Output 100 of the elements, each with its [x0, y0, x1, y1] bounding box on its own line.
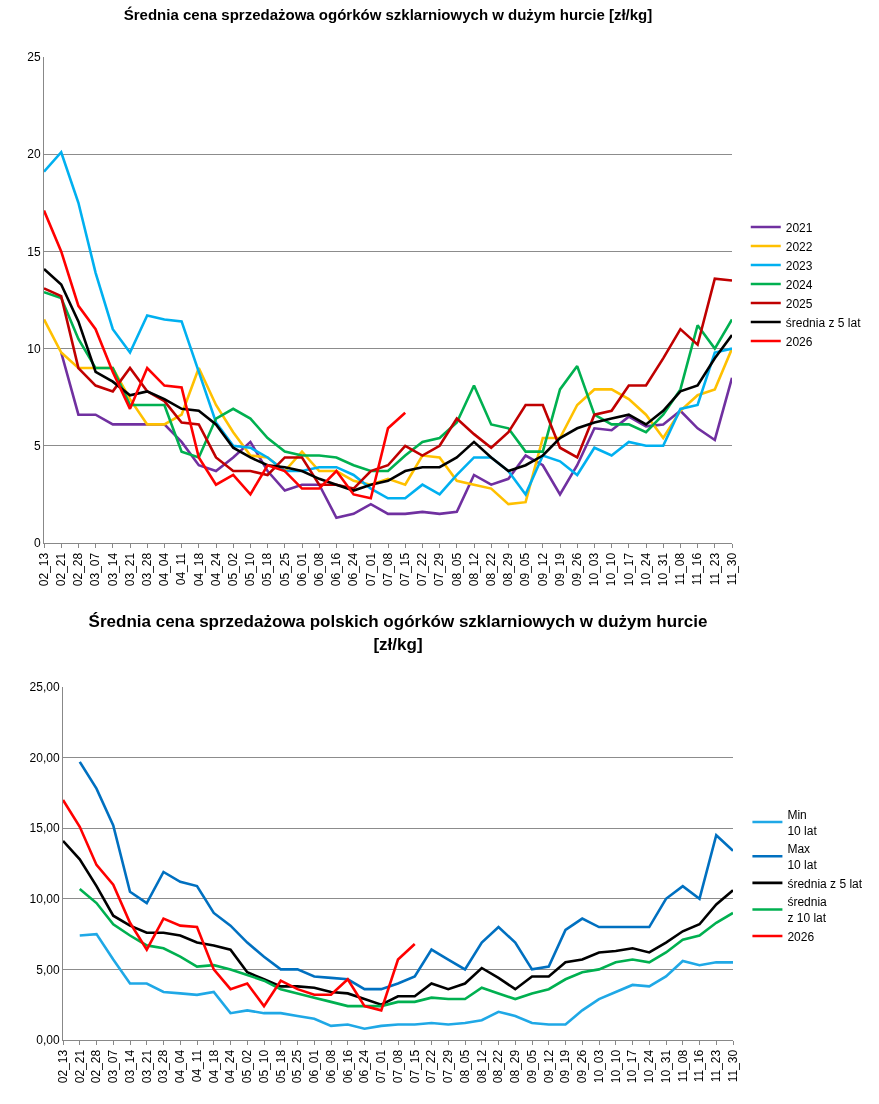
x-tick-label: 11_08	[673, 552, 688, 586]
x-tick-label: 02_13	[55, 1049, 70, 1084]
x-tick-label: 06_01	[294, 552, 309, 587]
x-tick-label: 03_21	[139, 1049, 154, 1084]
x-tick-label: 04_18	[206, 1049, 221, 1084]
x-tick-label: 11_30	[725, 1049, 740, 1083]
line-series	[78, 887, 733, 1008]
x-tick-label: 09_12	[535, 552, 550, 587]
y-tick-label: 5,00	[36, 962, 60, 977]
x-tick-label: 08_12	[474, 1049, 489, 1084]
x-tick-label: 09_26	[575, 1049, 590, 1084]
x-tick-label: 10_31	[656, 552, 671, 587]
x-tick-label: 08_12	[466, 552, 481, 587]
x-tick-label: 11_23	[707, 552, 722, 586]
legend-label: średnia z 10 lat	[787, 895, 828, 925]
x-tick-label: 06_24	[357, 1049, 372, 1084]
x-tick-label: 03_14	[105, 552, 120, 587]
x-tick-label: 07_29	[441, 1049, 456, 1084]
x-tick-label: 10_03	[587, 552, 602, 587]
x-tick-label: 05_18	[273, 1049, 288, 1084]
x-tick-label: 06_08	[312, 552, 327, 587]
line-series	[78, 760, 733, 991]
legend-label: 2025	[785, 296, 813, 311]
x-tick-label: 07_22	[415, 552, 430, 587]
x-tick-label: 03_14	[122, 1049, 137, 1084]
y-tick-label: 25,00	[29, 680, 60, 695]
y-tick-label: 0,00	[36, 1033, 60, 1048]
x-tick-label: 04_11	[189, 1049, 204, 1083]
y-tick-label: 5	[33, 439, 41, 453]
line-series	[44, 209, 407, 500]
x-tick-label: 05_10	[243, 552, 258, 587]
x-tick-label: 10_10	[608, 1049, 623, 1084]
y-tick-label: 20	[27, 147, 41, 162]
x-tick-label: 10_17	[625, 1049, 640, 1084]
x-tick-label: 08_29	[508, 1049, 523, 1084]
x-tick-label: 10_24	[638, 552, 653, 587]
line-series	[44, 150, 732, 500]
x-tick-label: 07_08	[390, 1049, 405, 1084]
x-tick-label: 11_08	[675, 1049, 690, 1083]
x-tick-label: 03_07	[106, 1049, 121, 1084]
x-tick-label: 10_31	[658, 1049, 673, 1084]
x-tick-label: 07_08	[380, 552, 395, 587]
x-tick-label: 05_02	[240, 1049, 255, 1084]
legend-label: 2024	[785, 277, 813, 292]
x-tick-label: 07_01	[374, 1049, 389, 1084]
x-tick-label: 07_01	[363, 552, 378, 587]
x-tick-label: 10_24	[642, 1049, 657, 1084]
x-tick-label: 06_16	[340, 1049, 355, 1084]
x-tick-label: 05_02	[226, 552, 241, 587]
x-tick-label: 07_22	[424, 1049, 439, 1084]
x-tick-label: 08_22	[484, 552, 499, 587]
x-tick-label: 09_19	[552, 552, 567, 587]
x-tick-label: 10_10	[604, 552, 619, 587]
legend-label: 2026	[787, 929, 815, 944]
legend-label: średnia z 5 lat	[785, 315, 862, 330]
x-tick-label: 08_05	[449, 552, 464, 587]
x-tick-label: 05_10	[256, 1049, 271, 1084]
x-tick-label: 02_28	[89, 1049, 104, 1084]
x-tick-label: 04_24	[223, 1049, 238, 1084]
x-tick-label: 08_22	[491, 1049, 506, 1084]
x-tick-label: 09_26	[570, 552, 585, 587]
x-tick-label: 08_29	[501, 552, 516, 587]
x-tick-label: 02_21	[54, 552, 69, 587]
x-tick-label: 09_05	[518, 552, 533, 587]
x-tick-label: 09_12	[541, 1049, 556, 1084]
chart-title: Średnia cena sprzedażowa polskich ogórków szklarniowych w dużym hurcie [zł/kg]	[88, 612, 708, 654]
y-tick-label: 25	[27, 50, 41, 65]
x-tick-label: 04_24	[208, 552, 223, 587]
x-tick-label: 02_21	[72, 1049, 87, 1084]
legend-label: średnia z 5 lat	[787, 876, 863, 891]
x-tick-label: 03_21	[122, 552, 137, 587]
x-tick-label: 04_04	[173, 1049, 188, 1084]
legend-label: 2022	[785, 239, 813, 254]
x-tick-label: 07_15	[407, 1049, 422, 1084]
x-tick-label: 11_16	[692, 1049, 707, 1083]
legend-label: 2026	[785, 334, 813, 349]
x-tick-label: 09_05	[524, 1049, 539, 1084]
x-tick-label: 05_25	[290, 1049, 305, 1084]
x-tick-label: 04_11	[174, 552, 189, 586]
x-tick-label: 09_19	[558, 1049, 573, 1084]
legend-label: 2023	[785, 258, 813, 273]
x-tick-label: 07_29	[432, 552, 447, 587]
x-tick-label: 02_13	[36, 552, 51, 587]
legend-label: 2021	[785, 220, 813, 235]
legend-label: Max 10 lat	[787, 842, 818, 872]
chart-title: Średnia cena sprzedażowa ogórków szklarniowych w dużym hurcie [zł/kg]	[123, 5, 653, 23]
line-series	[78, 932, 733, 1030]
x-tick-label: 06_16	[329, 552, 344, 587]
y-tick-label: 20,00	[29, 750, 60, 765]
y-tick-label: 10	[27, 341, 41, 356]
x-tick-label: 03_28	[156, 1049, 171, 1084]
x-tick-label: 11_23	[709, 1049, 724, 1083]
x-tick-label: 11_30	[724, 552, 739, 586]
x-tick-label: 05_25	[277, 552, 292, 587]
x-tick-label: 08_05	[457, 1049, 472, 1084]
x-tick-label: 04_18	[191, 552, 206, 587]
line-series	[63, 839, 733, 1006]
y-tick-label: 15,00	[29, 821, 60, 836]
y-tick-label: 15	[27, 244, 41, 259]
x-tick-label: 11_16	[690, 552, 705, 586]
